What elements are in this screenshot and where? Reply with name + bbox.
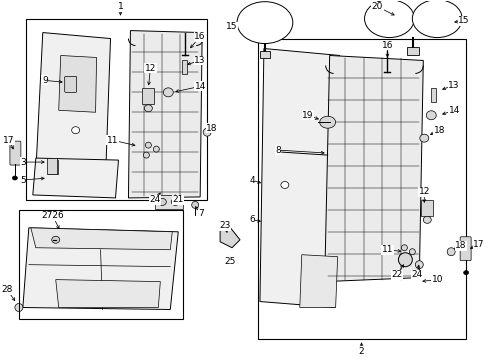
Ellipse shape xyxy=(144,105,152,112)
Text: 8: 8 xyxy=(274,145,280,154)
Bar xyxy=(26,19,207,200)
FancyBboxPatch shape xyxy=(459,237,470,261)
Ellipse shape xyxy=(398,253,411,267)
Text: 12: 12 xyxy=(144,64,156,73)
Ellipse shape xyxy=(411,0,461,37)
Ellipse shape xyxy=(237,2,292,44)
Ellipse shape xyxy=(52,236,60,243)
Ellipse shape xyxy=(143,152,149,158)
Ellipse shape xyxy=(408,249,414,255)
Bar xyxy=(19,210,183,319)
Ellipse shape xyxy=(145,142,151,148)
Bar xyxy=(421,200,432,216)
Ellipse shape xyxy=(426,111,435,120)
Text: 3: 3 xyxy=(20,158,26,167)
Text: 2: 2 xyxy=(358,347,364,356)
Polygon shape xyxy=(33,158,118,198)
FancyBboxPatch shape xyxy=(64,76,77,92)
Text: 19: 19 xyxy=(302,111,313,120)
Text: 1: 1 xyxy=(118,2,123,11)
Text: 23: 23 xyxy=(219,221,230,230)
Ellipse shape xyxy=(153,146,159,152)
Bar xyxy=(182,60,187,75)
Polygon shape xyxy=(128,31,202,198)
Bar xyxy=(155,195,183,209)
Polygon shape xyxy=(299,255,337,307)
Text: 17: 17 xyxy=(3,136,15,145)
Ellipse shape xyxy=(15,303,23,311)
Polygon shape xyxy=(23,228,178,310)
Polygon shape xyxy=(260,49,339,307)
Bar xyxy=(430,88,435,102)
Text: 13: 13 xyxy=(194,56,205,65)
Ellipse shape xyxy=(401,245,407,251)
Text: 22: 22 xyxy=(391,270,402,279)
Text: 6: 6 xyxy=(248,215,254,224)
Polygon shape xyxy=(56,280,160,307)
Polygon shape xyxy=(36,32,110,178)
Text: 17: 17 xyxy=(472,240,484,249)
Text: 12: 12 xyxy=(418,188,429,197)
Polygon shape xyxy=(31,228,172,250)
Ellipse shape xyxy=(364,0,413,37)
Text: 25: 25 xyxy=(224,257,235,266)
Ellipse shape xyxy=(158,198,166,206)
Text: 11: 11 xyxy=(381,245,392,254)
Text: 24: 24 xyxy=(149,195,161,204)
Ellipse shape xyxy=(399,254,405,260)
Polygon shape xyxy=(59,55,96,112)
Text: 15: 15 xyxy=(226,22,237,31)
Text: 24: 24 xyxy=(411,270,422,279)
Text: 16: 16 xyxy=(381,41,392,50)
Ellipse shape xyxy=(419,134,428,142)
Text: 18: 18 xyxy=(454,241,466,250)
Text: 18: 18 xyxy=(206,124,218,133)
Ellipse shape xyxy=(319,116,335,128)
Ellipse shape xyxy=(163,88,173,97)
Bar xyxy=(260,50,269,58)
Ellipse shape xyxy=(203,128,211,136)
Bar xyxy=(48,160,58,174)
FancyBboxPatch shape xyxy=(10,141,21,165)
Ellipse shape xyxy=(280,181,288,189)
Ellipse shape xyxy=(191,201,198,208)
Text: 15: 15 xyxy=(457,16,469,25)
Polygon shape xyxy=(220,225,240,248)
Bar xyxy=(258,39,465,339)
Text: 11: 11 xyxy=(106,136,118,145)
Text: 2726: 2726 xyxy=(41,211,64,220)
Ellipse shape xyxy=(12,176,18,180)
Bar xyxy=(407,46,419,55)
Text: 9: 9 xyxy=(42,76,47,85)
Text: 14: 14 xyxy=(447,106,459,115)
Text: 4: 4 xyxy=(249,176,254,185)
Text: 13: 13 xyxy=(447,81,459,90)
Text: 28: 28 xyxy=(1,285,13,294)
Ellipse shape xyxy=(72,127,80,134)
Ellipse shape xyxy=(171,198,179,206)
Polygon shape xyxy=(324,55,423,282)
Text: 10: 10 xyxy=(430,275,442,284)
Text: 5: 5 xyxy=(20,176,26,185)
Ellipse shape xyxy=(414,261,423,269)
Text: 16: 16 xyxy=(194,32,205,41)
Ellipse shape xyxy=(423,216,430,223)
Text: 18: 18 xyxy=(432,126,444,135)
Text: 21: 21 xyxy=(172,195,183,204)
Bar xyxy=(47,158,57,174)
Text: 7: 7 xyxy=(198,210,203,219)
Text: 20: 20 xyxy=(371,2,383,11)
Ellipse shape xyxy=(463,271,468,275)
Ellipse shape xyxy=(447,248,454,256)
Text: 14: 14 xyxy=(194,82,205,91)
Bar xyxy=(142,88,154,104)
